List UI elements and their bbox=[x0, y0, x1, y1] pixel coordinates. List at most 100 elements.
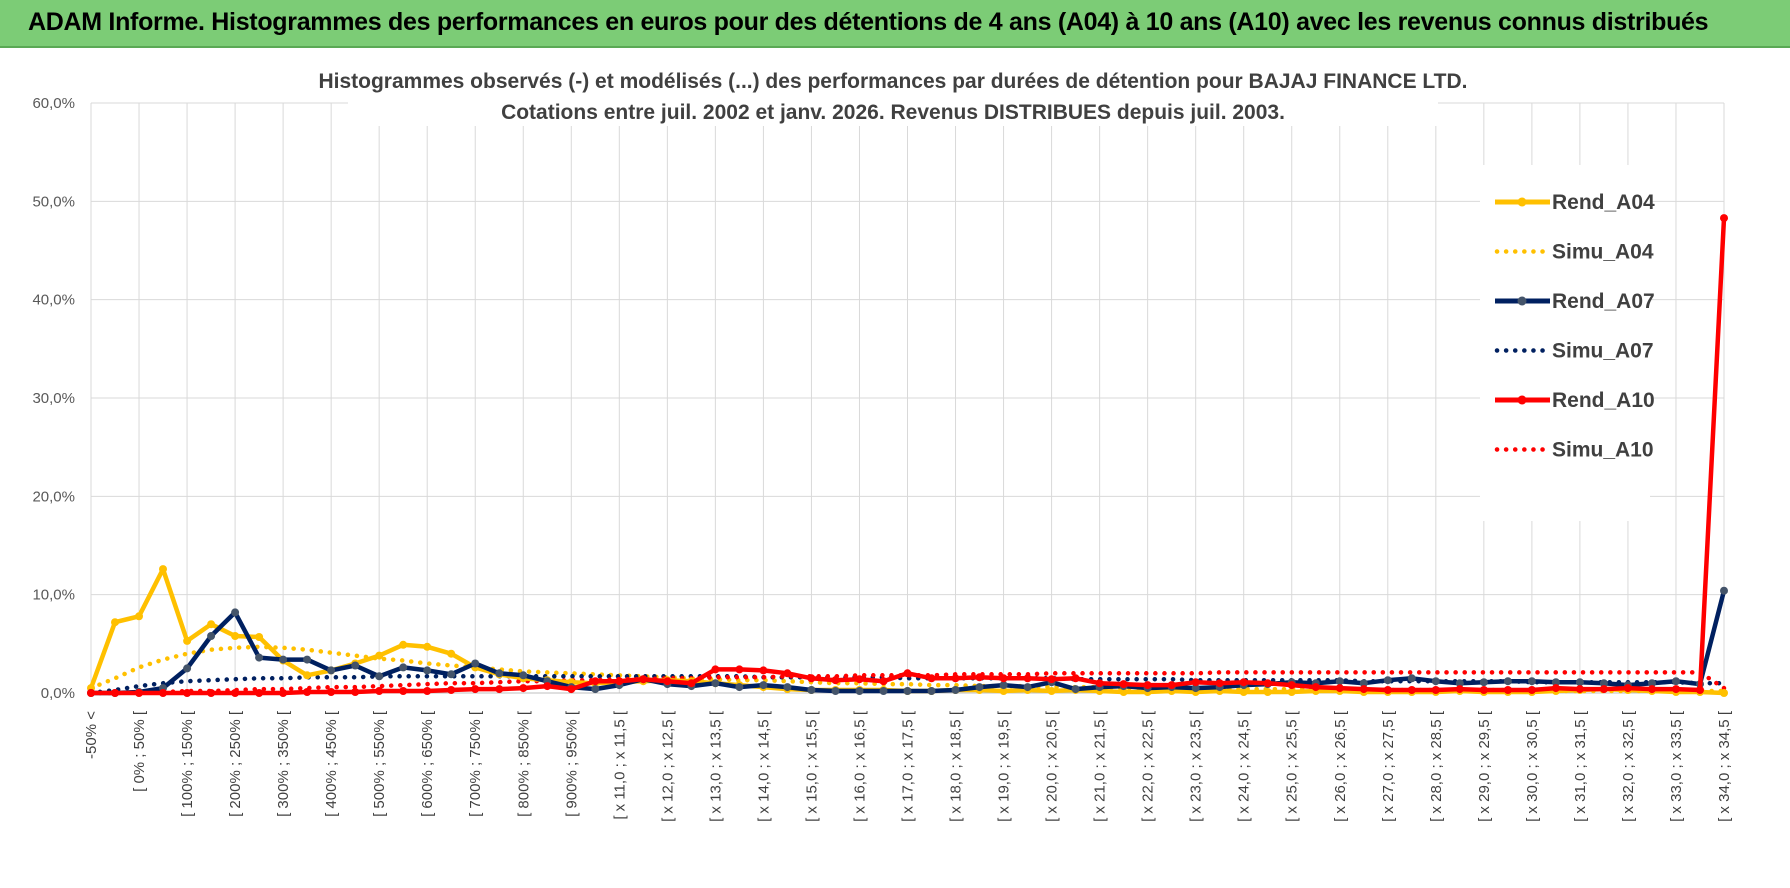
data-point bbox=[1023, 674, 1032, 683]
data-point bbox=[327, 688, 336, 696]
legend-marker bbox=[1517, 197, 1527, 207]
data-point bbox=[111, 618, 119, 627]
y-axis-ticks: 0,0% 10,0% 20,0% 30,0% 40,0% 50,0% 60,0% bbox=[32, 95, 75, 702]
data-point bbox=[231, 689, 240, 697]
data-point bbox=[1215, 679, 1224, 688]
data-point bbox=[255, 689, 264, 697]
data-point bbox=[975, 673, 984, 682]
x-tick-label: [ 700% ; 750% [ bbox=[467, 710, 484, 817]
data-point bbox=[759, 681, 768, 690]
data-point bbox=[735, 683, 744, 692]
data-point bbox=[1023, 683, 1032, 692]
data-point bbox=[327, 666, 336, 675]
x-tick-label: [ x 23,0 ; x 23,5 [ bbox=[1188, 710, 1205, 822]
data-point bbox=[495, 685, 504, 694]
data-point bbox=[831, 687, 840, 695]
data-point bbox=[1431, 677, 1440, 686]
data-point bbox=[879, 677, 888, 686]
data-point bbox=[1095, 679, 1104, 688]
data-point bbox=[1263, 688, 1272, 696]
data-point bbox=[471, 685, 480, 694]
data-point bbox=[1503, 677, 1512, 686]
y-tick-label: 40,0% bbox=[32, 292, 75, 309]
data-point bbox=[1047, 687, 1056, 695]
x-tick-label: [ x 32,0 ; x 32,5 [ bbox=[1620, 710, 1637, 822]
data-point bbox=[519, 671, 528, 680]
data-point bbox=[423, 666, 432, 675]
legend-marker bbox=[1517, 395, 1527, 405]
x-tick-label: [ x 21,0 ; x 21,5 [ bbox=[1092, 710, 1109, 822]
series-line bbox=[88, 674, 1727, 696]
x-tick-label: [ x 31,0 ; x 31,5 [ bbox=[1572, 710, 1589, 822]
data-point bbox=[183, 664, 192, 673]
report-title: ADAM Informe. Histogrammes des performan… bbox=[28, 8, 1709, 36]
series-layer bbox=[87, 214, 1728, 697]
data-point bbox=[1287, 681, 1296, 690]
data-point bbox=[711, 665, 720, 674]
x-tick-label: [ x 29,0 ; x 29,5 [ bbox=[1476, 710, 1493, 822]
data-point bbox=[1071, 685, 1080, 694]
legend-item: Rend_A04 bbox=[1495, 191, 1655, 214]
data-point bbox=[1191, 684, 1200, 693]
data-point bbox=[255, 653, 264, 662]
data-point bbox=[1263, 679, 1272, 688]
data-point bbox=[543, 682, 552, 691]
legend-item: Simu_A10 bbox=[1494, 439, 1654, 462]
data-point bbox=[1167, 681, 1176, 690]
data-point bbox=[399, 687, 408, 695]
data-point bbox=[1551, 684, 1560, 693]
grid-layer bbox=[90, 102, 1725, 694]
data-point bbox=[519, 684, 528, 693]
data-point bbox=[303, 688, 312, 696]
x-tick-label: [ 300% ; 350% [ bbox=[275, 710, 292, 817]
data-point bbox=[1455, 685, 1464, 694]
report-banner: ADAM Informe. Histogrammes des performan… bbox=[0, 0, 1790, 48]
data-point bbox=[231, 632, 240, 640]
data-point bbox=[1071, 674, 1080, 683]
data-point bbox=[1479, 686, 1488, 694]
data-point bbox=[399, 640, 408, 649]
x-tick-label: [ x 22,0 ; x 22,5 [ bbox=[1140, 710, 1157, 822]
data-point bbox=[447, 670, 456, 679]
x-tick-label: [ x 24,0 ; x 24,5 [ bbox=[1236, 710, 1253, 822]
data-point bbox=[975, 683, 984, 692]
data-point bbox=[303, 671, 312, 680]
data-point bbox=[1648, 685, 1656, 694]
x-tick-label: [ 600% ; 650% [ bbox=[419, 710, 436, 817]
series-simu_a07 bbox=[88, 674, 1727, 696]
data-point bbox=[375, 672, 384, 681]
data-point bbox=[303, 655, 312, 664]
data-point bbox=[687, 679, 696, 688]
data-point bbox=[591, 677, 600, 686]
legend-label: Simu_A10 bbox=[1552, 439, 1654, 462]
legend: Rend_A04 Simu_A04 Rend_A07 Simu_A07 Rend_A10… bbox=[1480, 165, 1655, 521]
chart-title: Histogrammes observés (-) et modélisés (… bbox=[318, 64, 1468, 126]
data-point bbox=[1335, 677, 1344, 686]
data-point bbox=[1383, 676, 1392, 685]
x-tick-label: [ x 15,0 ; x 15,5 [ bbox=[803, 710, 820, 822]
data-point bbox=[1672, 685, 1680, 694]
x-axis-ticks: -50% < [ 0% ; 50% [[ 100% ; 150% [[ 200% … bbox=[83, 710, 1733, 822]
data-point bbox=[663, 677, 672, 686]
data-point bbox=[207, 620, 216, 629]
y-tick-label: 0,0% bbox=[41, 685, 75, 702]
data-point bbox=[135, 612, 143, 621]
data-point bbox=[279, 655, 288, 664]
data-point bbox=[447, 686, 456, 694]
data-point bbox=[735, 665, 744, 674]
x-tick-label: [ x 30,0 ; x 30,5 [ bbox=[1524, 710, 1541, 822]
data-point bbox=[1239, 678, 1248, 687]
data-point bbox=[903, 687, 912, 695]
data-point bbox=[207, 689, 216, 697]
legend-label: Rend_A10 bbox=[1552, 389, 1655, 412]
x-tick-label: [ x 20,0 ; x 20,5 [ bbox=[1044, 710, 1061, 822]
x-tick-label: [ x 33,0 ; x 33,5 [ bbox=[1668, 710, 1685, 822]
data-point bbox=[447, 649, 456, 658]
data-point bbox=[999, 674, 1008, 683]
x-tick-label: [ x 12,0 ; x 12,5 [ bbox=[659, 710, 676, 822]
data-point bbox=[711, 679, 720, 688]
data-point bbox=[87, 689, 95, 697]
data-point bbox=[1623, 684, 1632, 693]
data-point bbox=[1575, 685, 1584, 694]
data-point bbox=[1599, 685, 1608, 694]
